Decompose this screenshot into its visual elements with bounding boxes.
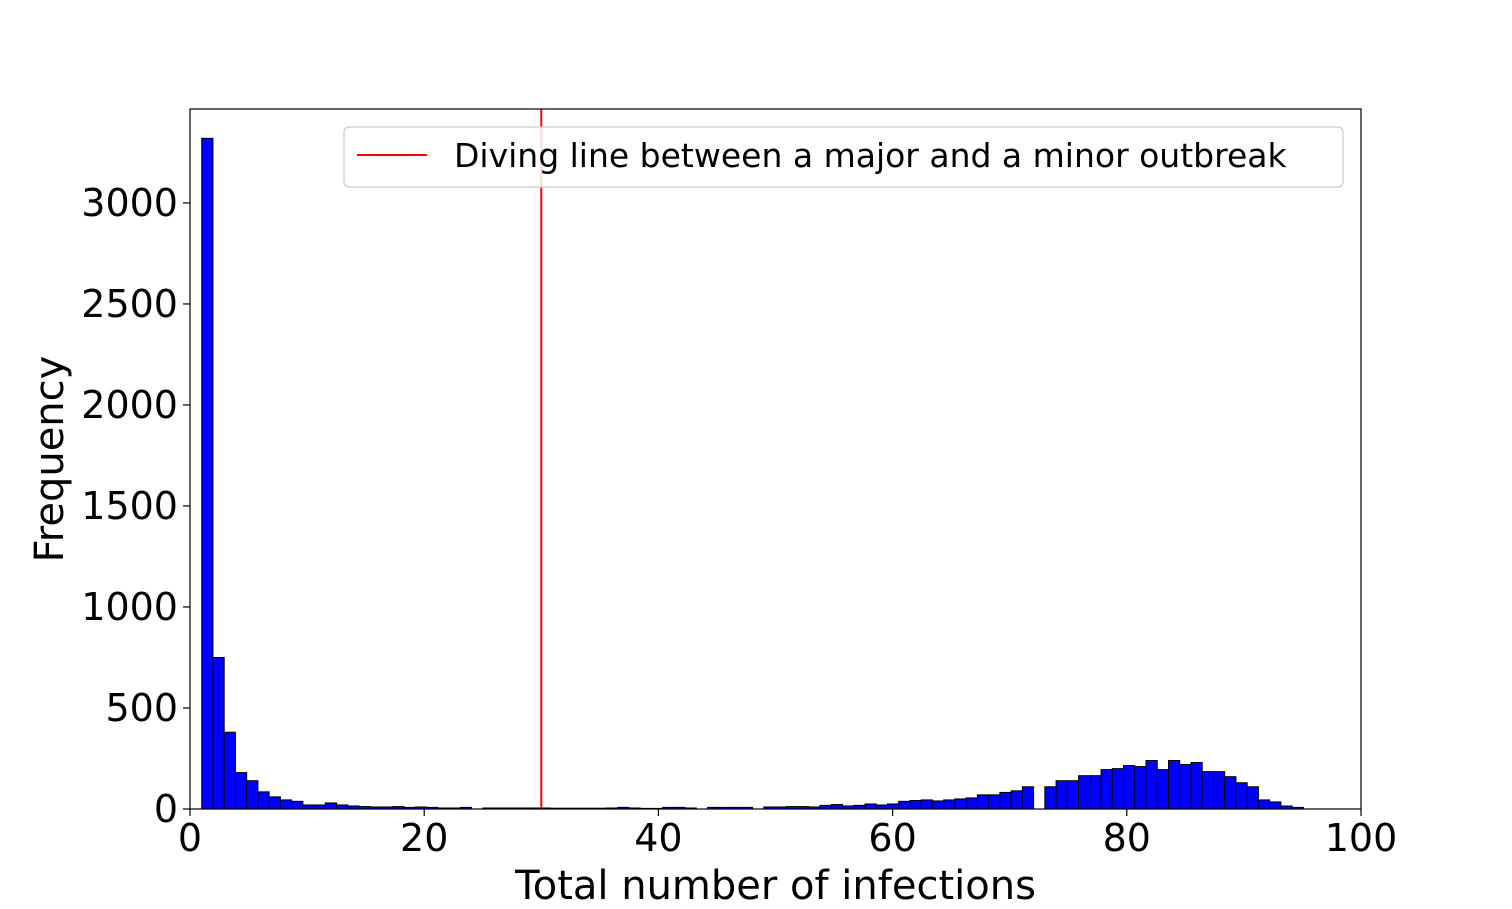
legend-box [343,126,1344,188]
histogram-bar [1246,786,1259,810]
histogram-bar [909,800,922,810]
histogram-bar [1257,799,1271,810]
histogram-bar [1179,764,1192,810]
histogram-bar [1055,780,1068,810]
histogram-bar [1066,780,1080,810]
histogram-bar [1167,760,1181,810]
legend: Diving line between a major and a minor … [343,126,1344,188]
histogram-bar [830,804,843,810]
x-tick-label: 80 [1103,816,1151,860]
histogram-bars [201,137,1304,810]
y-tick-label: 0 [154,787,178,831]
y-axis-label: Frequency [27,356,73,563]
histogram-bar [1089,775,1102,810]
histogram-bar [1010,790,1023,810]
y-axis-ticks: 0 500 1000 1500 2000 2500 3000 [81,181,190,831]
histogram-bar [943,799,956,810]
y-tick-label: 3000 [81,181,178,225]
histogram-bar [1224,776,1237,810]
histogram-bar [1078,775,1091,810]
histogram-bar [898,800,911,810]
histogram-bar [291,800,304,810]
histogram-bar [201,137,214,810]
histogram-bar [1156,769,1169,810]
histogram-bar [1235,782,1248,810]
histogram-bar [1100,769,1113,810]
histogram-bar [920,799,933,810]
x-axis-label: Total number of infections [514,863,1036,909]
histogram-bar [324,802,338,810]
x-tick-label: 0 [178,816,202,860]
histogram-bar [212,656,225,810]
histogram-bar [223,731,236,810]
y-tick-label: 500 [105,686,178,730]
histogram-bar [864,803,877,810]
y-tick-label: 1500 [81,484,178,528]
histogram-bar [1201,771,1214,810]
histogram-bar [234,772,248,810]
histogram-bar [1134,766,1147,810]
histogram-bar [954,798,967,810]
histogram-bar [1269,801,1282,810]
x-tick-label: 100 [1325,816,1398,860]
histogram-bar [886,803,900,810]
histogram-bar [313,804,326,810]
histogram-bar [257,791,270,810]
histogram-bar [268,796,281,810]
histogram-bar [999,791,1012,810]
histogram-bar [1145,760,1158,810]
histogram-bar [1021,786,1035,810]
histogram-bar [302,804,315,810]
histogram-bar [1190,762,1203,810]
histogram-bar [1044,786,1057,810]
histogram-bar [931,800,945,810]
x-axis-ticks: 0 20 40 60 80 100 [178,809,1397,860]
plot-frame [189,108,1362,810]
histogram-bar [1111,768,1125,810]
histogram-bar [1123,765,1136,810]
x-tick-label: 20 [400,816,448,860]
x-tick-label: 40 [634,816,682,860]
histogram-bar [336,804,349,810]
y-tick-label: 1000 [81,585,178,629]
y-tick-label: 2000 [81,383,178,427]
y-tick-label: 2500 [81,282,178,326]
histogram-bar [988,794,1001,810]
histogram-bar [965,797,978,810]
legend-entry-label: Diving line between a major and a minor … [454,136,1287,175]
histogram-bar [976,794,990,810]
histogram-bar [279,799,293,810]
histogram-bar [246,780,259,810]
histogram-bar [1212,771,1226,810]
histogram-bar [875,804,888,810]
x-tick-label: 60 [868,816,916,860]
